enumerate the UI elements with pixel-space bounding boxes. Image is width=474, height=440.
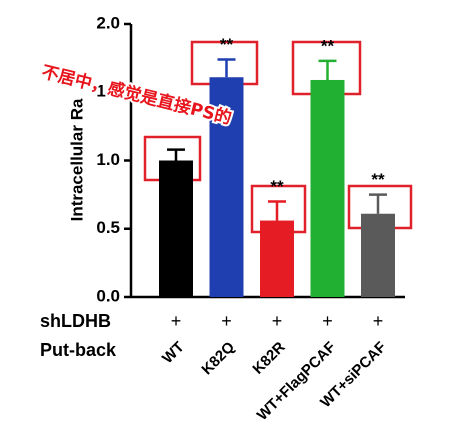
x-tick-label: WT xyxy=(159,339,188,368)
row-label: shLDHB xyxy=(40,311,111,331)
error-bar xyxy=(167,148,185,161)
y-tick-label: 1.0 xyxy=(96,150,120,169)
row-label: Put-back xyxy=(40,340,117,360)
significance: ** xyxy=(220,35,234,54)
x-tick-label: K82R xyxy=(249,339,288,378)
y-tick-label: 2.0 xyxy=(96,13,120,32)
row-mark: + xyxy=(171,311,182,331)
significance: ** xyxy=(321,36,335,55)
error-bar xyxy=(318,59,337,80)
significance: ** xyxy=(270,177,284,196)
y-tick-label: 1.5 xyxy=(96,82,120,101)
y-axis-label: Intracellular Ra xyxy=(67,98,86,221)
y-tick-label: 0.0 xyxy=(96,286,120,305)
error-bar xyxy=(217,58,236,78)
row-mark: + xyxy=(272,311,283,331)
y-tick-label: 0.5 xyxy=(96,218,120,237)
x-tick-label: K82Q xyxy=(198,338,238,378)
bar xyxy=(159,160,193,297)
bar xyxy=(260,220,294,297)
error-bar xyxy=(268,200,286,221)
significance: ** xyxy=(371,170,385,189)
row-mark: + xyxy=(322,311,333,331)
bar xyxy=(310,79,345,297)
error-bar xyxy=(369,193,387,214)
row-mark: + xyxy=(221,311,232,331)
bar xyxy=(209,77,244,297)
row-mark: + xyxy=(373,311,384,331)
bar xyxy=(361,213,395,297)
